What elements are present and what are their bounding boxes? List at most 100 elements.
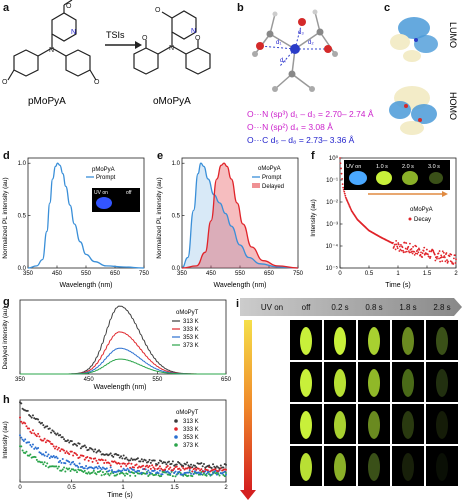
chart-h-point-2 (100, 468, 103, 471)
chart-h-point-0 (190, 463, 193, 466)
chart-h-point-1 (44, 441, 47, 444)
chart-h-point-0 (125, 456, 128, 459)
chart-f-series-decay (339, 157, 457, 265)
chart-h-point-3 (86, 472, 89, 475)
chart-e-xlabel: Wavelength (nm) (213, 282, 266, 289)
chart-h-point-0 (148, 458, 151, 461)
panel-i-sample-glow (436, 327, 448, 355)
chart-h-point-1 (70, 450, 73, 453)
chart-f-point (340, 172, 343, 175)
chart-g-legend-1: 333 K (183, 327, 199, 333)
chart-f-point (405, 242, 408, 244)
chart-h-point-0 (170, 462, 173, 465)
chart-h-point-1 (95, 459, 98, 462)
chart-h-point-1 (59, 449, 62, 452)
chart-f-point (392, 241, 394, 244)
chart-e-legend-prompt: Prompt (262, 175, 282, 181)
chart-h-point-2 (34, 446, 37, 449)
chart-h-point-0 (156, 463, 159, 466)
chart-h-point-0 (85, 446, 88, 449)
chart-h-point-2 (48, 457, 51, 460)
chart-h-point-2 (225, 473, 227, 476)
chart-h-point-1 (72, 454, 75, 457)
chart-f-point (410, 247, 413, 250)
chart-g-legend-title: oMoPyT (176, 310, 199, 316)
svg-text:d₄: d₄ (280, 58, 286, 64)
panel-i-sample-glow (402, 369, 414, 397)
chart-h-point-0 (30, 416, 33, 419)
chart-f-point (394, 243, 396, 246)
chart-g-xtick-1: 450 (84, 377, 95, 383)
chart-h-point-1 (209, 470, 212, 473)
chart-h-point-1 (217, 470, 220, 473)
chart-h-point-1 (33, 432, 36, 435)
chart-f-point (340, 167, 342, 170)
chart-h-point-3 (69, 469, 72, 472)
chart-f-point (416, 248, 419, 251)
panel-i-header-3: 0.8 s (365, 303, 382, 312)
chart-h-point-2 (64, 462, 67, 465)
chart-f-point (454, 262, 457, 264)
chart-h-point-2 (212, 472, 215, 475)
chart-h-point-0 (48, 427, 51, 430)
chart-e-xtick-4: 750 (293, 271, 304, 277)
chart-h-point-1 (114, 461, 117, 464)
chart-h-point-2 (37, 447, 40, 450)
distance-line-2: O···N (sp²) d₄ = 3.08 Å (247, 122, 333, 132)
arrow-label: TSIs (106, 30, 125, 40)
chart-e-xtick-1: 450 (206, 271, 217, 277)
chart-h-point-3 (187, 474, 190, 477)
chart-h-point-1 (25, 425, 28, 428)
chart-h-point-0 (218, 467, 221, 470)
chart-f-ytick-5: 10⁻⁵ (326, 265, 339, 272)
svg-text:O: O (2, 79, 8, 86)
chart-h-xtick-0: 0 (18, 485, 22, 491)
chart-h-point-1 (109, 464, 112, 467)
chart-d-xtick-1: 450 (52, 271, 63, 277)
chart-h-point-1 (76, 453, 79, 456)
chart-h-point-1 (142, 464, 145, 467)
chart-f-point (443, 255, 446, 257)
chart-g-legend-2: 353 K (183, 335, 199, 341)
chart-h-point-3 (87, 471, 90, 474)
chart-f-point (455, 258, 457, 261)
chart-h-point-0 (70, 440, 73, 443)
chart-f-point (415, 250, 418, 252)
chart-h-legend-3: 373 K (183, 443, 199, 449)
chart-h-point-1 (83, 458, 86, 461)
panel-i-sample-glow (436, 453, 448, 481)
chart-f-xtick-1: 0.5 (365, 271, 374, 277)
chart-h-point-3 (155, 473, 158, 476)
chart-h-point-2 (73, 463, 76, 466)
chart-f-ytick-4: 10⁻⁴ (326, 243, 339, 250)
chart-h-point-0 (56, 432, 59, 435)
chart-h-point-2 (68, 460, 71, 463)
chart-d-ytick-0: 0.0 (18, 266, 27, 272)
chart-h-point-3 (222, 473, 225, 476)
chart-d: Normalized PL intensity (au) Wavelength … (2, 157, 150, 289)
chart-h-point-3 (223, 475, 226, 478)
chart-h-point-1 (103, 461, 106, 464)
chart-h-point-2 (147, 469, 150, 472)
chart-h-point-1 (38, 435, 41, 438)
chart-f-point (440, 256, 443, 259)
chart-h-point-1 (206, 469, 209, 472)
panel-f-label: f (311, 150, 315, 162)
chart-h-point-0 (136, 457, 139, 460)
chart-h: Intensity (au) Time (s) 0 0.5 1 1.5 2 oMoPyT… (2, 399, 228, 499)
chart-f-point (428, 255, 430, 258)
chart-g-series-3 (19, 358, 226, 375)
chart-h-point-0 (167, 460, 170, 463)
chart-h-point-3 (46, 462, 49, 465)
chart-h-point-1 (68, 453, 71, 456)
svg-text:O: O (66, 3, 72, 10)
svg-text:O: O (142, 35, 148, 42)
chart-f-point (442, 251, 445, 254)
chart-f-point (438, 257, 440, 260)
chart-h-point-1 (64, 451, 67, 454)
chart-h-point-0 (109, 452, 112, 455)
chart-f-xtick-4: 2 (454, 271, 458, 277)
chart-h-point-3 (123, 474, 126, 477)
chart-h-point-1 (158, 465, 161, 468)
chart-h-point-0 (210, 466, 213, 469)
